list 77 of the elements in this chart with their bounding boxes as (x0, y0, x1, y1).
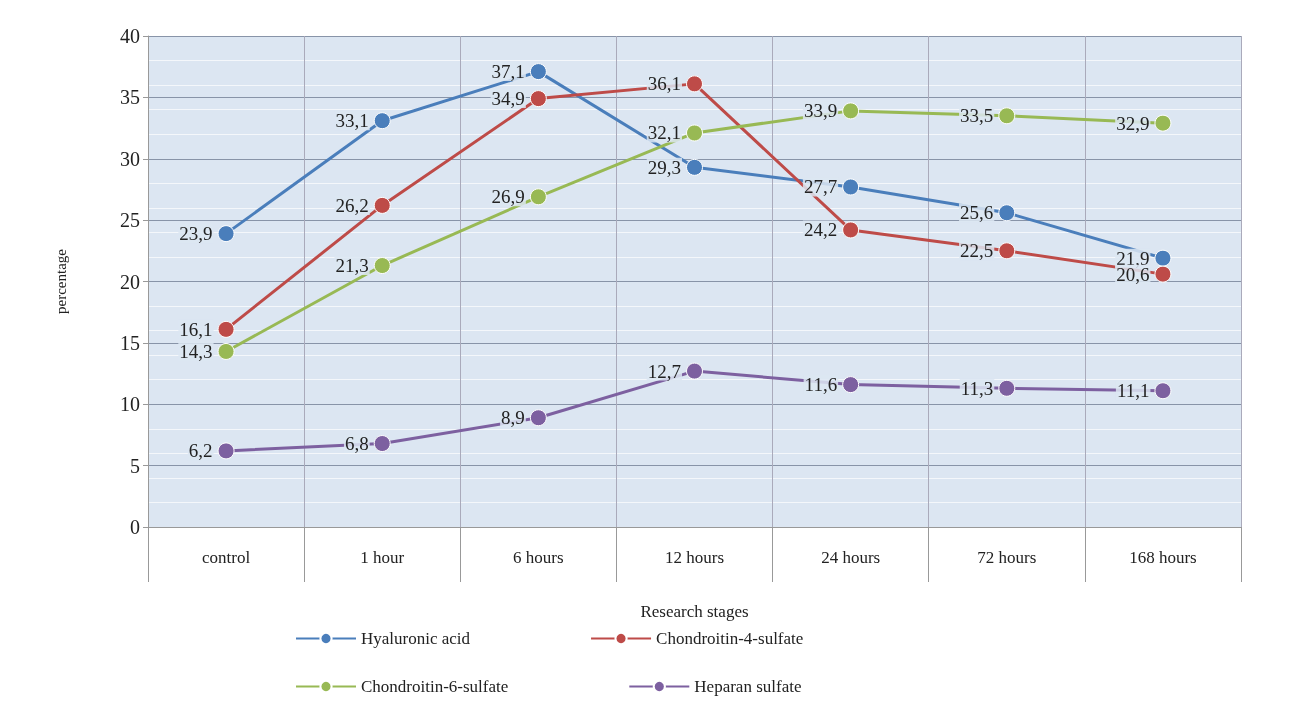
point (373, 112, 391, 130)
data-label: 26,2 (335, 194, 369, 216)
point (1154, 114, 1172, 132)
data-label: 32,1 (647, 122, 681, 144)
legend-label: Chondroitin-6-sulfate (361, 677, 509, 696)
y-tick-label: 5 (130, 454, 140, 477)
y-axis-title: percentage (52, 248, 69, 314)
point (1154, 249, 1172, 267)
data-label: 22,5 (960, 240, 994, 262)
point (998, 379, 1016, 397)
point (529, 188, 547, 206)
data-label: 24,2 (803, 219, 838, 241)
y-tick-label: 20 (120, 270, 140, 293)
data-label: 6,2 (188, 440, 213, 462)
point (217, 225, 235, 243)
data-label: 33,1 (335, 110, 369, 132)
x-tick-label: 1 hour (360, 548, 405, 567)
y-tick-label: 0 (130, 516, 140, 538)
point (529, 409, 547, 427)
data-label: 12,7 (647, 360, 681, 382)
legend-label: Hyaluronic acid (361, 629, 471, 648)
data-label: 11,6 (804, 374, 838, 396)
point (373, 257, 391, 275)
x-tick-label: 12 hours (664, 548, 725, 567)
point (529, 63, 547, 81)
point (842, 102, 860, 120)
data-label: 32,9 (1116, 112, 1150, 134)
data-label: 21,9 (1116, 247, 1150, 269)
x-tick-label: 6 hours (513, 548, 564, 567)
y-tick-label: 10 (120, 393, 140, 416)
point (686, 362, 703, 380)
data-label: 6,8 (344, 433, 369, 455)
data-label: 14,3 (179, 340, 213, 362)
point (998, 204, 1016, 222)
point (217, 320, 235, 338)
x-axis-title: Research stages (640, 602, 749, 621)
point (686, 158, 703, 176)
data-label: 37,1 (491, 61, 525, 83)
point (217, 342, 235, 360)
data-label: 25,6 (960, 202, 994, 224)
data-label: 11,1 (1116, 380, 1150, 402)
x-tick-label: 24 hours (821, 548, 881, 567)
data-label: 26,9 (491, 186, 525, 208)
data-label: 33,5 (960, 105, 994, 127)
point (373, 435, 391, 453)
y-tick-label: 25 (120, 209, 140, 232)
point (842, 178, 860, 196)
data-label: 8,9 (501, 407, 525, 429)
point (842, 221, 860, 239)
point (842, 376, 860, 394)
point (998, 242, 1016, 260)
y-tick-label: 15 (120, 331, 140, 354)
data-label: 27,7 (803, 176, 838, 198)
data-label: 29,3 (647, 156, 681, 178)
point (217, 442, 235, 460)
x-tick-label: 72 hours (977, 548, 1037, 567)
data-label: 36,1 (647, 73, 681, 95)
point (686, 124, 703, 142)
data-label: 11,3 (960, 377, 994, 399)
x-tick-label: control (201, 548, 251, 567)
legend-label: Chondroitin-4-sulfate (656, 629, 804, 648)
data-label: 34,9 (491, 88, 525, 110)
point (1154, 382, 1172, 400)
data-label: 16,1 (179, 318, 213, 340)
point (529, 90, 547, 108)
legend-label: Heparan sulfate (694, 677, 802, 696)
data-label: 23,9 (179, 223, 213, 245)
point (373, 196, 391, 214)
data-label: 33,9 (803, 100, 838, 122)
y-tick-label: 35 (120, 86, 140, 109)
point (686, 75, 703, 93)
point (1154, 265, 1172, 283)
point (998, 107, 1016, 125)
data-label: 21,3 (335, 255, 369, 277)
y-tick-label: 40 (120, 25, 140, 47)
y-tick-label: 30 (120, 147, 140, 170)
x-tick-label: 168 hours (1129, 548, 1197, 567)
